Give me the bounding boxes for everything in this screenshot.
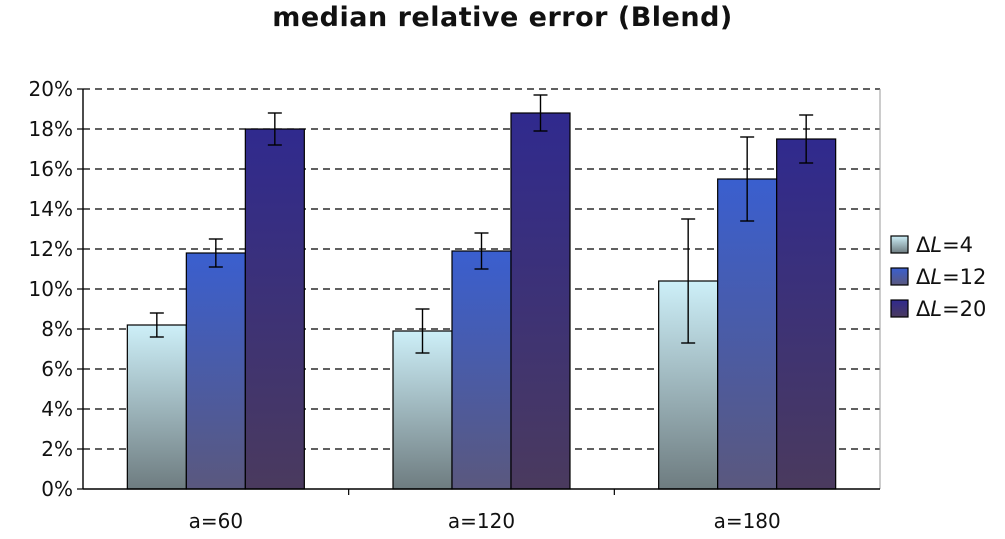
bar [185, 252, 246, 490]
legend-label: ΔL=20 [916, 297, 986, 321]
bar [717, 178, 778, 490]
bar [126, 324, 187, 490]
bar [244, 128, 305, 490]
x-category-label: a=60 [189, 509, 243, 533]
y-tick-label: 0% [41, 477, 73, 501]
legend-label: ΔL=4 [916, 233, 973, 257]
legend-swatch [890, 235, 909, 254]
legend-swatch [890, 267, 909, 286]
x-category-label: a=180 [714, 509, 781, 533]
bars [126, 112, 837, 490]
y-tick-label: 8% [41, 317, 73, 341]
y-tick-label: 6% [41, 357, 73, 381]
bar [776, 138, 837, 490]
legend-swatch [890, 299, 909, 318]
y-tick-label: 20% [29, 77, 73, 101]
axes: 0% 2% 4% 6% 8% 10% 12% 14% 16% 18% 20% a=60 a=120 a=1… [29, 77, 881, 533]
bar [510, 112, 571, 490]
y-tick-label: 2% [41, 437, 73, 461]
y-tick-label: 4% [41, 397, 73, 421]
bar [451, 250, 512, 490]
y-tick-label: 16% [29, 157, 73, 181]
x-category-label: a=120 [448, 509, 515, 533]
legend-label: ΔL=12 [916, 265, 986, 289]
y-tick-label: 14% [29, 197, 73, 221]
y-tick-label: 10% [29, 277, 73, 301]
y-tick-label: 18% [29, 117, 73, 141]
legend: ΔL=4 ΔL=12 ΔL=20 [890, 233, 986, 321]
error-bars [149, 94, 814, 354]
y-tick-label: 12% [29, 237, 73, 261]
bar [392, 330, 453, 490]
chart-title: median relative error (Blend) [272, 2, 733, 33]
